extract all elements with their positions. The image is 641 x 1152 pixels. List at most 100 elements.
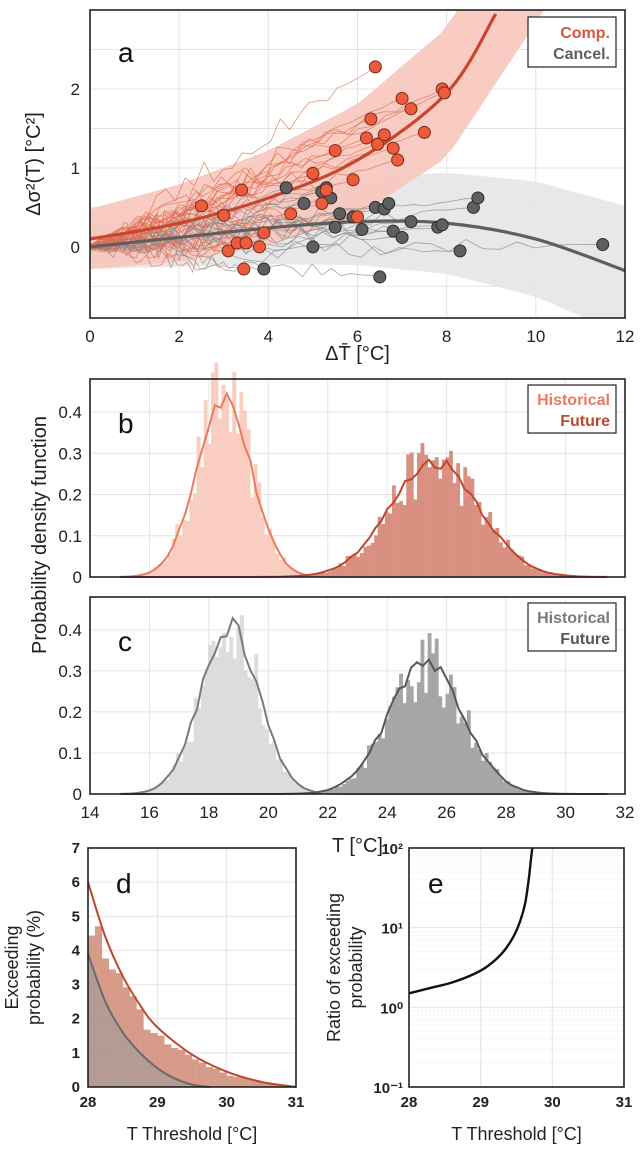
- histogram-bar: [441, 459, 446, 577]
- y-axis-label: Δσ²(T) [°C²]: [23, 112, 45, 216]
- histogram-bar: [345, 780, 350, 794]
- point-cancel: [386, 224, 400, 238]
- histogram-bar: [434, 457, 439, 577]
- histogram-bar: [370, 542, 375, 577]
- histogram-bar: [271, 540, 276, 577]
- legend-box: [527, 602, 617, 652]
- histogram-bar: [520, 789, 525, 794]
- histogram-bar: [147, 790, 152, 794]
- histogram-bar: [516, 555, 521, 577]
- legend: Historical Future: [527, 384, 617, 434]
- histogram-bar: [185, 520, 190, 577]
- ratio-line: [408, 847, 534, 995]
- y-tick-label: 0: [73, 785, 82, 804]
- y-tick-label: 0.3: [58, 662, 82, 681]
- histogram-bar: [491, 767, 496, 794]
- histogram-bar: [327, 789, 332, 794]
- bars-historical: [125, 362, 326, 577]
- histogram-bar: [207, 644, 212, 794]
- histogram-bar: [165, 779, 170, 794]
- exceed-bar: [226, 1075, 234, 1087]
- histogram-bar: [509, 784, 514, 794]
- histogram-bar: [193, 493, 197, 577]
- point-comp: [395, 91, 409, 105]
- histogram-bar: [438, 478, 443, 577]
- histogram-bar: [150, 788, 155, 794]
- trajectory-comp: [90, 143, 378, 248]
- histogram-bar: [513, 787, 518, 794]
- histogram-bar: [506, 539, 510, 577]
- panel-label: b: [118, 408, 134, 439]
- histogram-bar: [520, 556, 525, 577]
- histogram-bar: [282, 556, 287, 577]
- y-tick-label: 1: [71, 159, 80, 178]
- histogram-bar: [466, 476, 471, 577]
- histogram-bar: [452, 482, 457, 577]
- panel-e: 28 29 30 31 10⁻¹ 10⁰ 10¹ 10² T Threshold [°C] Rat…: [324, 841, 632, 1144]
- point-comp: [404, 102, 418, 116]
- histogram-bar: [445, 693, 450, 794]
- legend-entry-future: Future: [560, 413, 610, 430]
- y-tick-label: 5: [72, 908, 80, 925]
- panel-c: 0 0.1 0.2 0.3 0.4 14 16 18 20 22 24 26 28 30 32 T [°C] c…: [58, 596, 634, 857]
- histogram-bar: [502, 781, 507, 794]
- histogram-bar: [509, 549, 514, 577]
- histogram-bar: [367, 745, 371, 794]
- exceed-bar: [129, 996, 137, 1087]
- histogram-bar: [498, 776, 503, 794]
- histogram-bar: [265, 729, 269, 794]
- trajectory-cancel: [90, 203, 305, 250]
- x-tick-label: 4: [264, 327, 273, 346]
- exceed-bar: [254, 1081, 262, 1087]
- histogram-bar: [534, 569, 539, 577]
- histogram-bar: [427, 467, 432, 577]
- point-cancel: [355, 223, 369, 237]
- histogram-bar: [157, 564, 162, 577]
- point-comp: [377, 128, 391, 142]
- point-cancel: [257, 262, 271, 276]
- trajectory-comp: [90, 66, 376, 249]
- y-tick-label: 10¹: [381, 921, 403, 938]
- trajectory-comp: [90, 98, 403, 246]
- histogram-bar: [474, 504, 478, 577]
- histogram-bar: [388, 513, 393, 577]
- y-tick-label: 2: [72, 1011, 80, 1028]
- histogram-bar: [416, 452, 421, 577]
- axes-frame: [89, 378, 626, 578]
- exceed-bar: [178, 1049, 186, 1087]
- point-cancel: [453, 244, 467, 258]
- x-tick-label: 28: [401, 1094, 418, 1111]
- y-axis-label: Ratio of exceeding probability: [324, 893, 366, 1042]
- histogram-bar: [488, 761, 493, 794]
- histogram-bar: [218, 418, 222, 577]
- histogram-bar: [384, 511, 389, 577]
- histogram-bar: [313, 573, 318, 577]
- legend-entry-cancel: Cancel.: [553, 46, 610, 63]
- x-tick-label: 2: [174, 327, 183, 346]
- histogram-bar: [272, 741, 277, 794]
- point-comp: [217, 208, 231, 222]
- histogram-bar: [225, 652, 230, 794]
- histogram-bar: [160, 563, 165, 577]
- point-comp: [351, 210, 364, 224]
- exceed-bar: [233, 1076, 241, 1087]
- x-tick-label: 29: [149, 1094, 166, 1111]
- panel-b: 0 0.1 0.2 0.3 0.4 b Historical Future: [58, 362, 626, 587]
- x-tick-label: 30: [556, 803, 575, 822]
- bars-future: [292, 633, 560, 794]
- point-cancel: [373, 270, 387, 284]
- histogram-bar: [171, 538, 176, 577]
- histogram-bar: [250, 678, 255, 794]
- x-axis-label: T Threshold [°C]: [127, 1124, 258, 1144]
- x-tick-label: 10: [526, 327, 545, 346]
- exceed-bar: [268, 1083, 276, 1087]
- histogram-bar: [143, 574, 148, 577]
- histogram-bar: [345, 556, 350, 577]
- histogram-bar: [164, 560, 169, 577]
- x-tick-label: 29: [472, 1094, 489, 1111]
- histogram-bar: [413, 499, 418, 577]
- y-tick-label: 10⁻¹: [373, 1080, 403, 1097]
- histogram-bar: [228, 431, 233, 577]
- point-comp: [328, 144, 342, 158]
